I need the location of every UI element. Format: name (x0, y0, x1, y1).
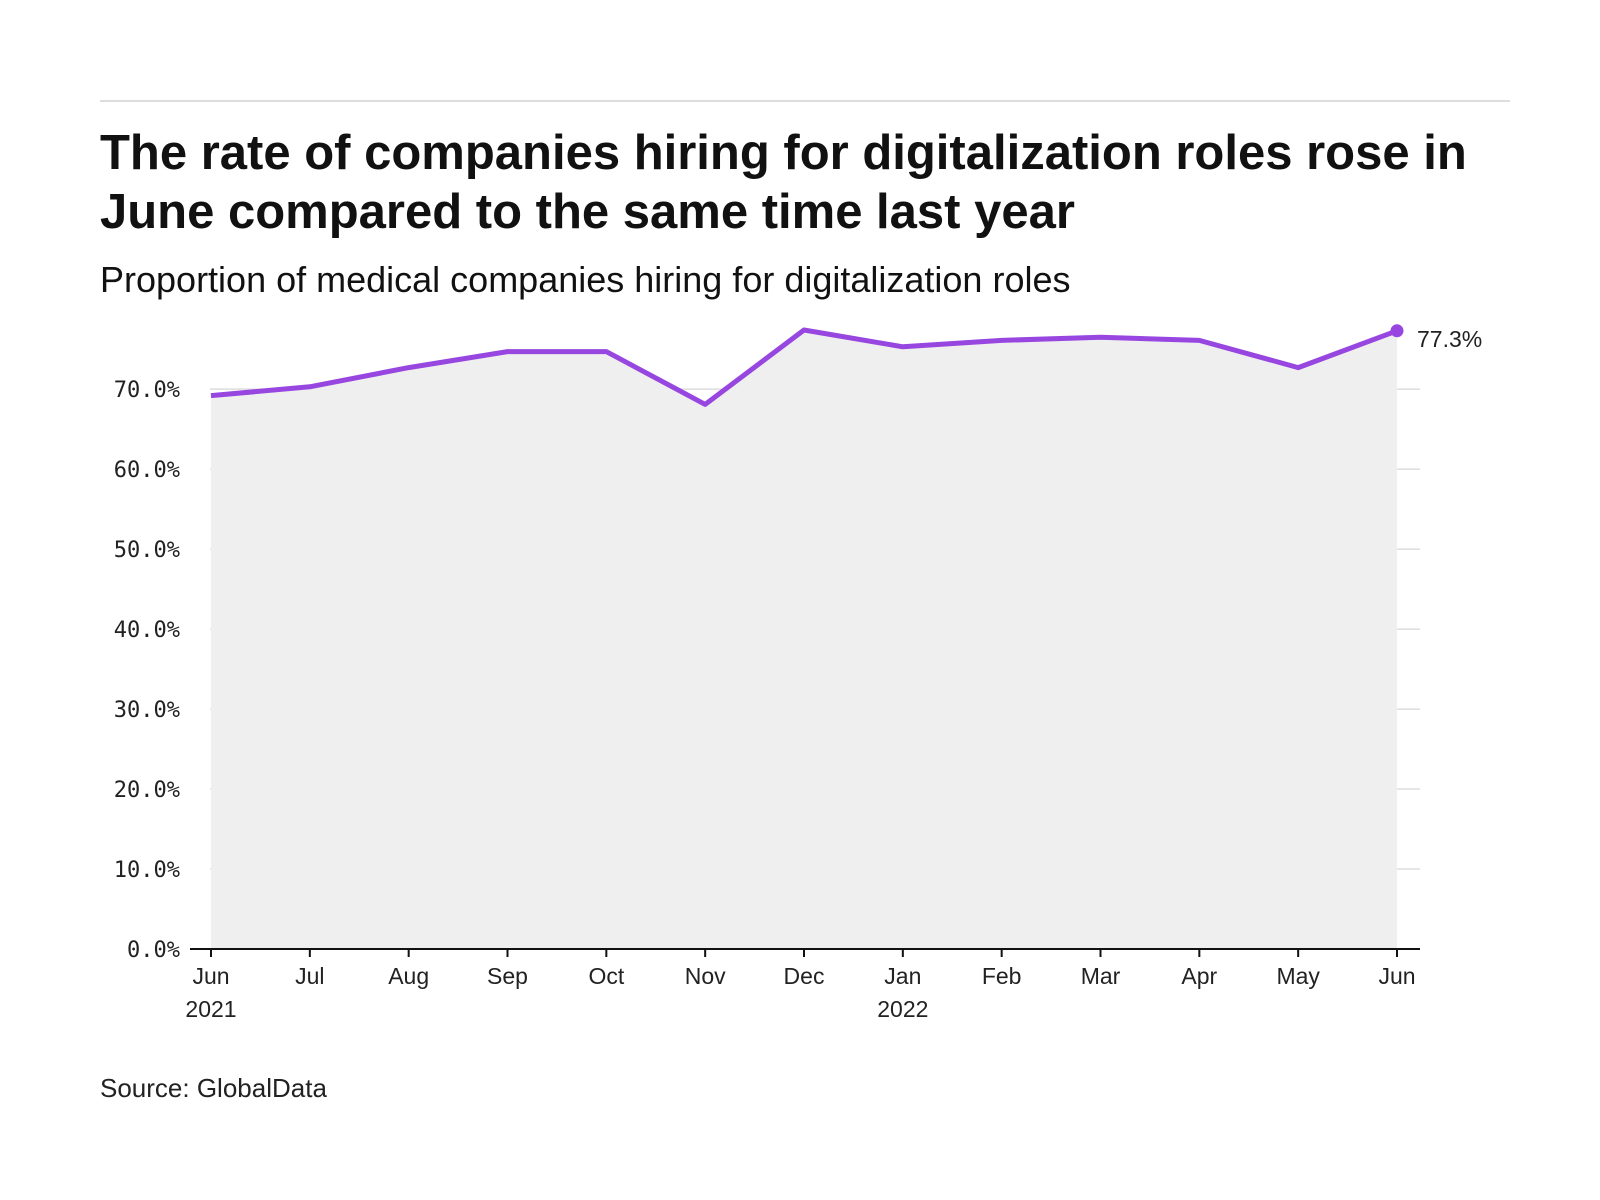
y-axis-ticks: 0.0% 10.0% 20.0% 30.0% 40.0% 50.0% 60.0% 70.0% (114, 378, 180, 963)
chart-title: The rate of companies hiring for digital… (100, 126, 1467, 239)
y-tick-label: 0.0% (127, 938, 180, 963)
x-axis-ticks: Jun 2021 Jul Aug Sep Oct Nov Dec Jan 2022 Feb Mar Ap… (185, 949, 1416, 1022)
source-note: Source: GlobalData (100, 1073, 327, 1103)
y-tick-label: 60.0% (114, 458, 180, 483)
series-area-fill (211, 330, 1397, 949)
x-tick-month: Jan (884, 963, 921, 989)
x-tick-month: Jul (295, 963, 324, 989)
last-point-marker (1390, 324, 1404, 338)
x-tick-year: 2022 (877, 996, 928, 1022)
x-tick-month: Feb (982, 963, 1022, 989)
y-tick-label: 20.0% (114, 778, 180, 803)
x-tick-month: Apr (1181, 963, 1217, 989)
chart-subtitle: Proportion of medical companies hiring f… (100, 259, 1071, 300)
x-tick-month: May (1276, 963, 1320, 989)
y-tick-label: 70.0% (114, 378, 180, 403)
top-divider (100, 100, 1510, 102)
y-tick-label: 10.0% (114, 858, 180, 883)
x-tick-month: Aug (388, 963, 429, 989)
x-tick-month: Oct (588, 963, 624, 989)
x-tick-month: Nov (685, 963, 726, 989)
x-tick-month: Jun (192, 963, 229, 989)
last-point-label: 77.3% (1417, 326, 1482, 352)
x-tick-month: Dec (784, 963, 825, 989)
y-tick-label: 50.0% (114, 538, 180, 563)
x-tick-year: 2021 (185, 996, 236, 1022)
x-tick-month: Jun (1378, 963, 1415, 989)
x-tick-month: Mar (1081, 963, 1121, 989)
x-tick-month: Sep (487, 963, 528, 989)
y-tick-label: 30.0% (114, 698, 180, 723)
y-tick-label: 40.0% (114, 618, 180, 643)
series-line (210, 327, 1398, 407)
